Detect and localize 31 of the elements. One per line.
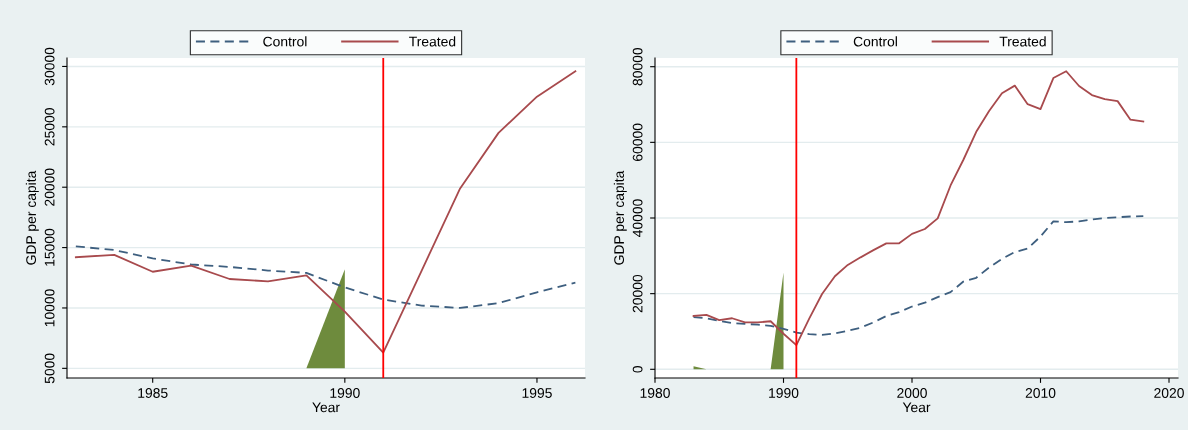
legend-label: Control [263, 36, 307, 47]
legend-label: Control [853, 36, 897, 47]
x-axis-title: Year [312, 402, 340, 413]
y-tick-label: 40000 [632, 199, 643, 237]
line-series [692, 70, 1145, 346]
x-axis-title: Year [902, 402, 931, 413]
y-tick-label: 60000 [632, 123, 643, 161]
x-tick-label: 1980 [640, 388, 670, 398]
y-tick-label: 15000 [44, 228, 55, 266]
y-tick-label: 25000 [44, 108, 55, 146]
line-series [74, 245, 577, 309]
legend-label: Treated [409, 36, 456, 47]
y-tick-label: 0 [632, 365, 643, 373]
x-tick-label: 2000 [897, 388, 927, 398]
y-axis-title: GDP per capita [25, 170, 39, 265]
x-tick-label: 2010 [1025, 388, 1056, 398]
x-tick-label: 1990 [330, 388, 360, 398]
y-tick-label: 20000 [632, 274, 643, 313]
legend-label: Treated [999, 36, 1046, 47]
x-tick-label: 1995 [522, 388, 552, 398]
y-tick-label: 30000 [44, 47, 55, 86]
y-tick-label: 5000 [44, 353, 55, 384]
y-axis-title: GDP per capita [613, 170, 627, 265]
x-tick-label: 2020 [1154, 388, 1184, 398]
y-tick-label: 10000 [44, 289, 55, 327]
line-series [74, 70, 577, 354]
x-tick-label: 1985 [138, 388, 168, 398]
y-tick-label: 20000 [44, 168, 55, 206]
y-tick-label: 80000 [632, 47, 643, 86]
line-series [692, 215, 1145, 336]
x-tick-label: 1990 [769, 388, 799, 398]
